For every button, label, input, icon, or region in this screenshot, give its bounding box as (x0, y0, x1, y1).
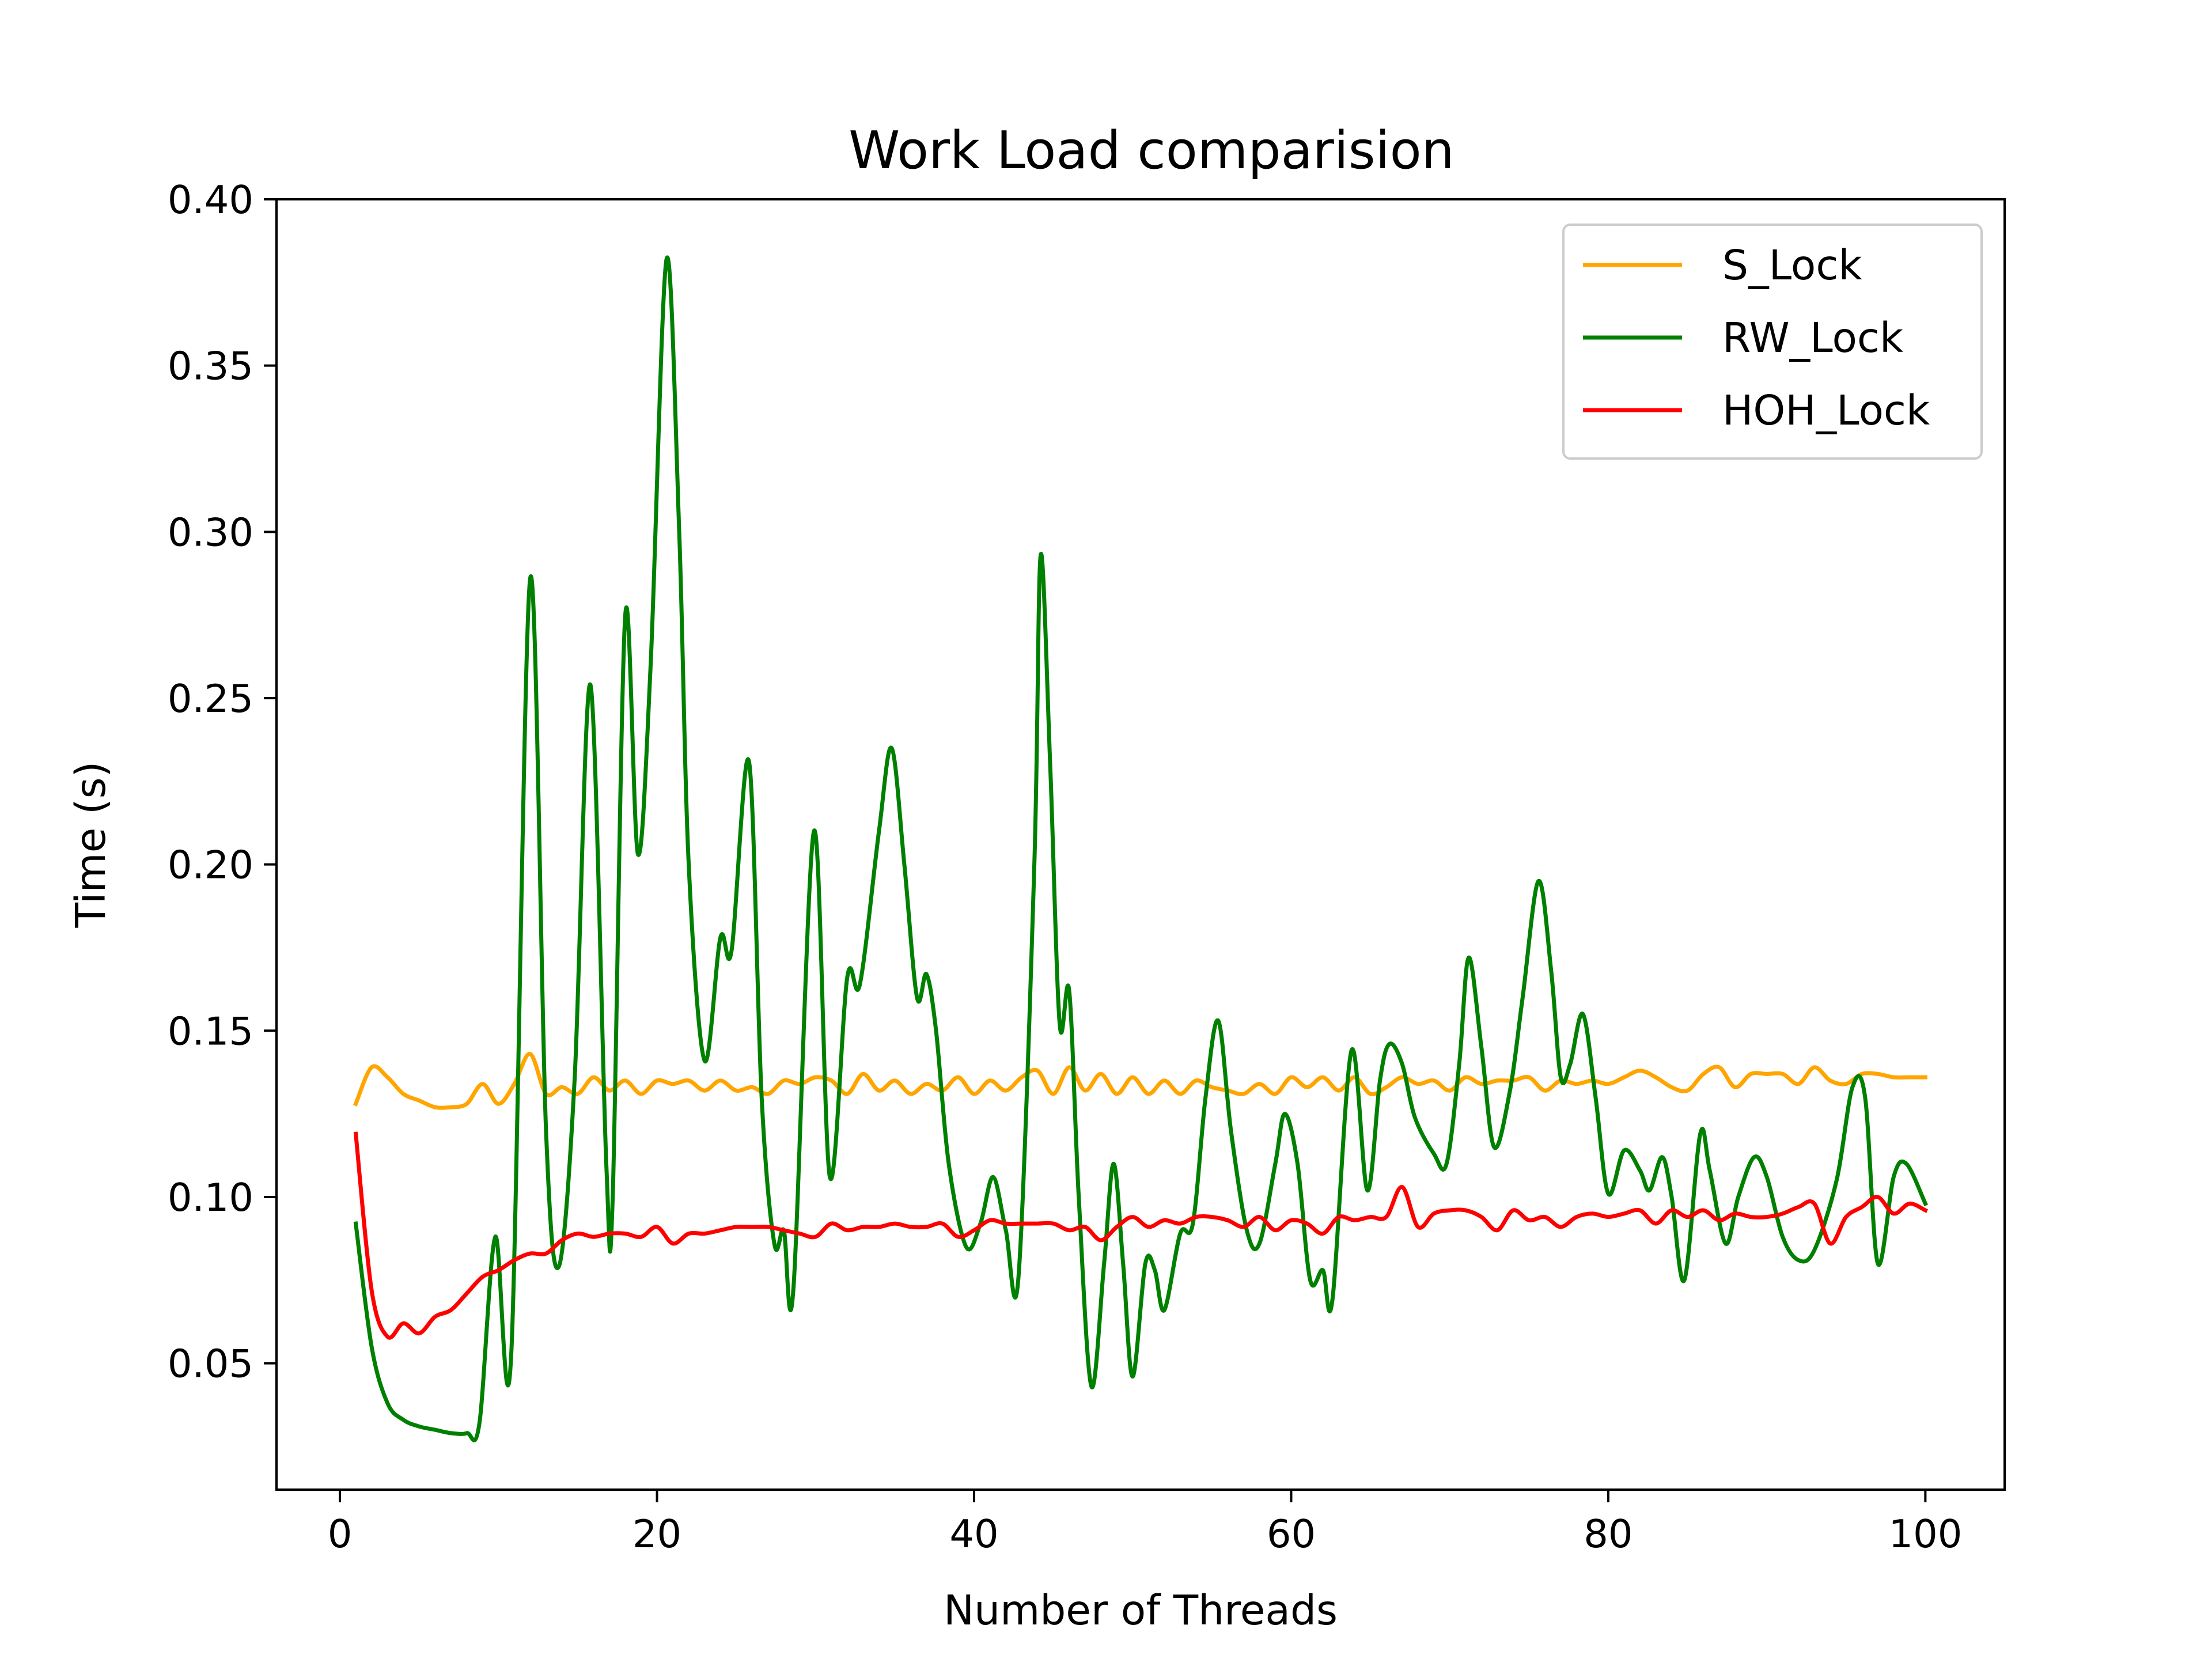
y-tick-label: 0.40 (168, 177, 253, 222)
plot-area-frame (275, 198, 2006, 1491)
y-tick-label: 0.20 (168, 843, 253, 888)
chart-title: Work Load comparision (849, 120, 1455, 181)
series-line-hoh-lock (353, 1131, 1929, 1340)
legend-label: HOH_Lock (1722, 387, 1930, 434)
x-tick-label: 20 (632, 1512, 681, 1556)
legend: S_Lock RW_Lock HOH_Lock (1562, 224, 1983, 460)
x-tick-label: 60 (1267, 1512, 1316, 1556)
y-tick-label: 0.10 (168, 1175, 253, 1220)
legend-label: S_Lock (1722, 241, 1862, 289)
legend-frame (1562, 224, 1983, 460)
x-tick-label: 40 (949, 1512, 998, 1556)
y-axis-label: Time (s) (67, 762, 115, 929)
y-tick-label: 0.15 (168, 1009, 253, 1054)
series-line-s-lock (353, 1052, 1927, 1110)
legend-label: RW_Lock (1722, 314, 1903, 362)
series-line-rw-lock (353, 255, 1929, 1442)
x-tick-label: 80 (1584, 1512, 1633, 1556)
x-axis-label: Number of Threads (944, 1586, 1338, 1634)
x-tick-label: 100 (1888, 1512, 1962, 1556)
y-tick-label: 0.30 (168, 510, 253, 555)
x-axis: 0 20 40 60 80 100 (328, 1490, 1962, 1556)
y-tick-label: 0.05 (168, 1342, 253, 1387)
x-tick-label: 0 (328, 1512, 353, 1556)
y-tick-label: 0.25 (168, 676, 253, 721)
y-axis: 0.05 0.10 0.15 0.20 0.25 0.30 0.35 0.40 (168, 177, 276, 1387)
series-layer (353, 255, 1929, 1442)
y-tick-label: 0.35 (168, 344, 253, 389)
